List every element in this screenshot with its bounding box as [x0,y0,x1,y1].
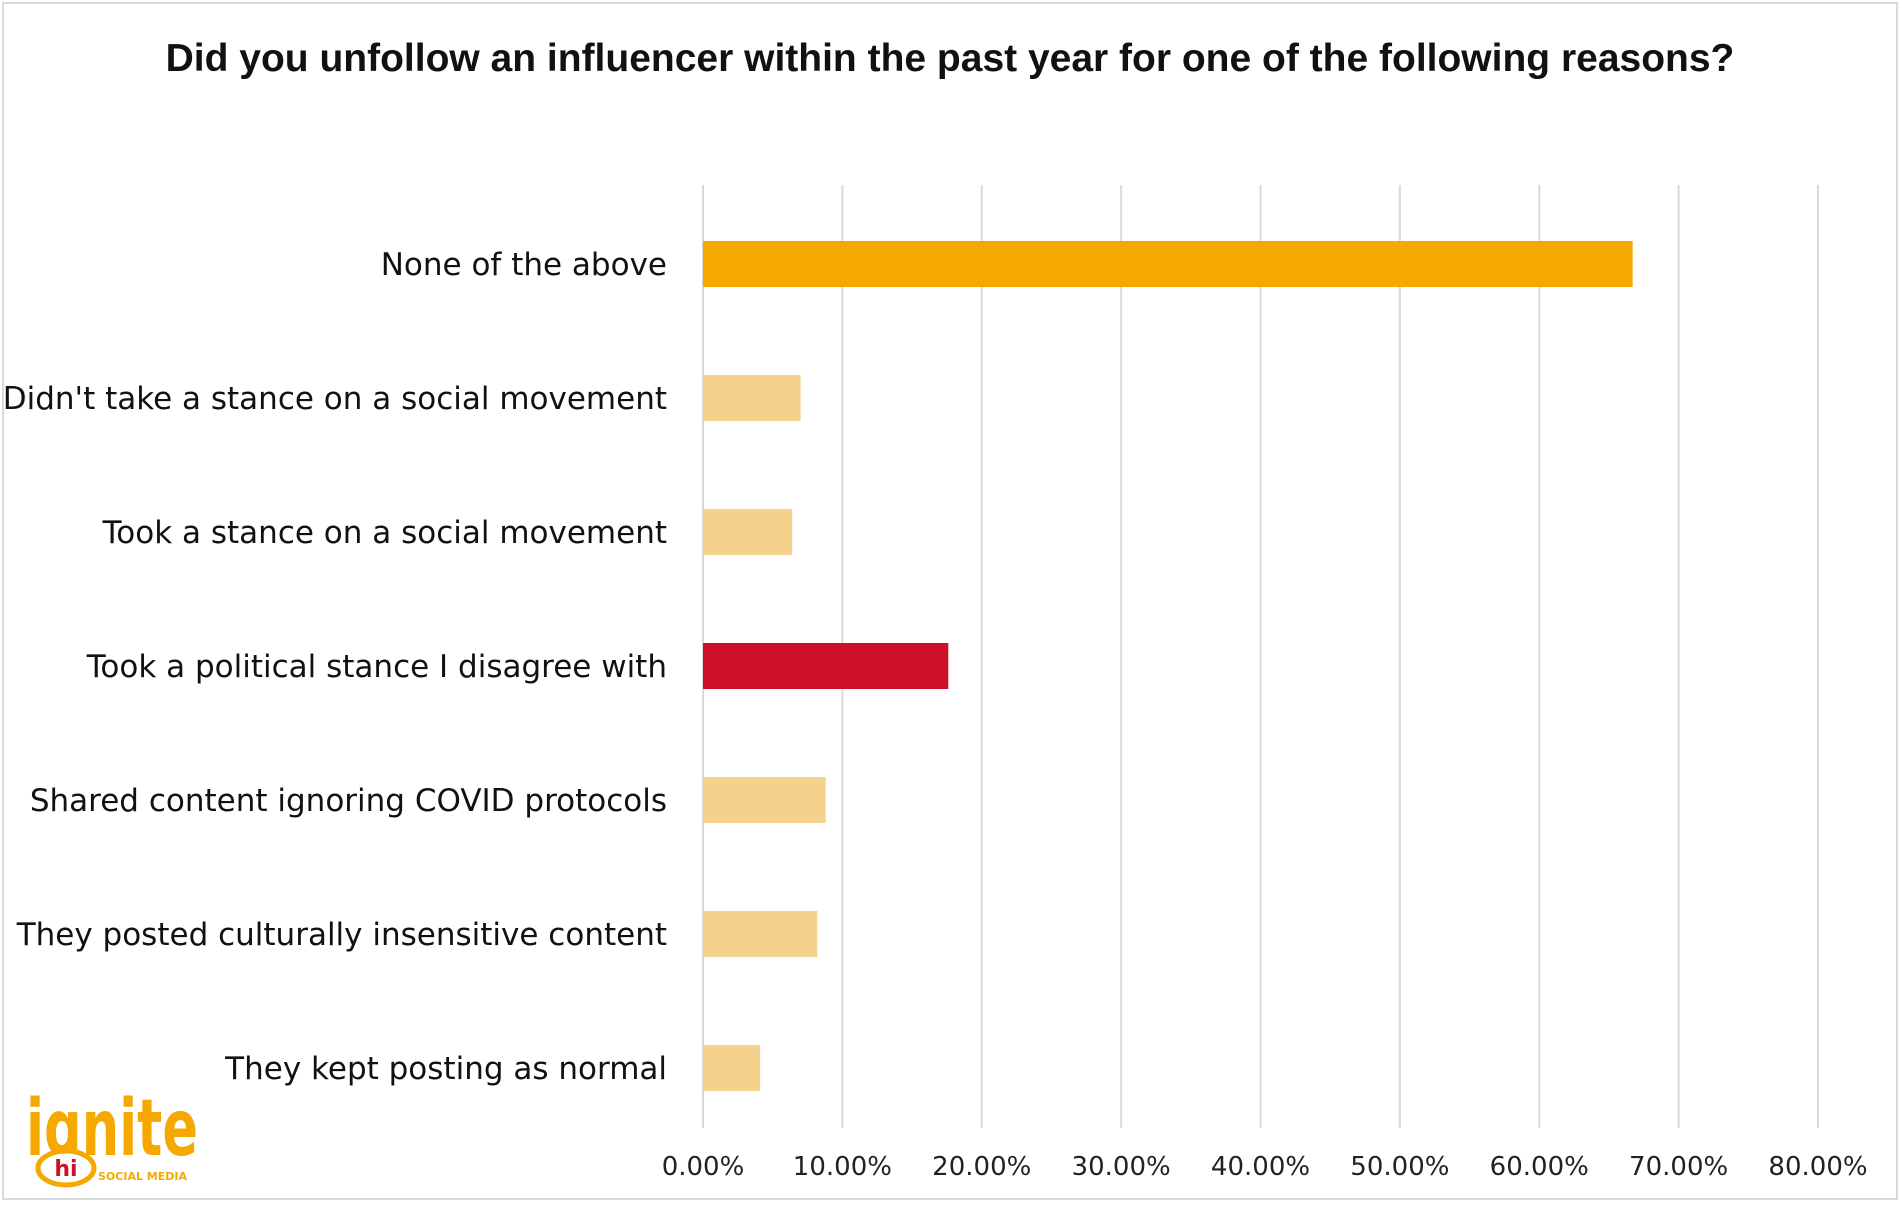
category-label: Didn't take a stance on a social movemen… [3,381,667,417]
logo-badge-icon [35,1148,97,1188]
bar [703,375,801,421]
category-label: None of the above [381,247,667,283]
chart-title: Did you unfollow an influencer within th… [165,37,1735,80]
logo-badge-text: hi [54,1157,77,1182]
bar [703,911,818,957]
x-tick-label: 10.00% [793,1152,892,1182]
x-tick-label: 20.00% [932,1152,1031,1182]
ignite-logo: ignite hi SOCIAL MEDIA [26,1084,198,1188]
logo-tagline: SOCIAL MEDIA [98,1170,187,1183]
x-tick-label: 0.00% [662,1152,745,1182]
x-tick-label: 30.00% [1072,1152,1171,1182]
category-label: Took a political stance I disagree with [86,649,667,685]
chart-frame [2,2,1898,1200]
bar [703,643,949,689]
x-tick-label: 40.00% [1211,1152,1310,1182]
x-tick-label: 80.00% [1768,1152,1867,1182]
category-label: Shared content ignoring COVID protocols [30,783,667,819]
x-tick-label: 70.00% [1629,1152,1728,1182]
bar [703,509,793,555]
x-tick-label: 60.00% [1490,1152,1589,1182]
category-label: They posted culturally insensitive conte… [16,917,667,953]
category-label: Took a stance on a social movement [102,515,667,551]
bar [703,777,826,823]
bar [703,1045,761,1091]
category-label: They kept posting as normal [224,1051,667,1087]
bar [703,241,1633,287]
x-tick-label: 50.00% [1350,1152,1449,1182]
